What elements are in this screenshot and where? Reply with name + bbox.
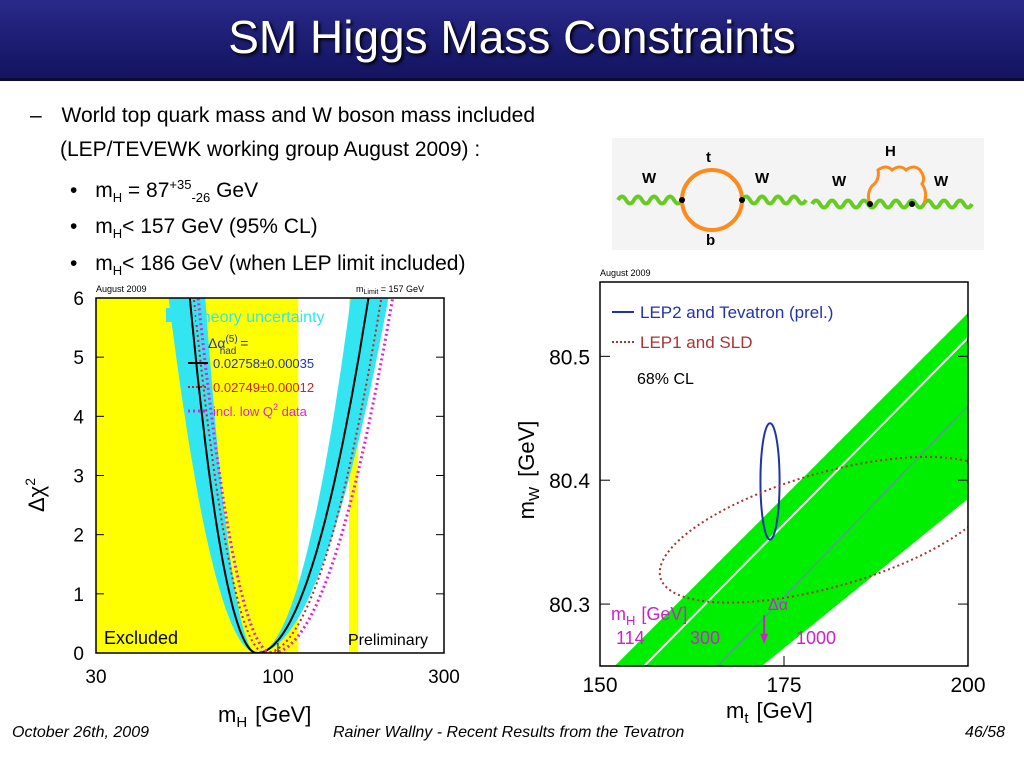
mh-sub: H: [112, 190, 123, 206]
cl-label: 68% CL: [637, 371, 694, 388]
legend-lowq-label: incl. low Q2 data: [213, 402, 308, 419]
excluded-label: Excluded: [104, 628, 178, 648]
mh-unit: GeV: [210, 179, 259, 202]
legend-lep1-label: LEP1 and SLD: [640, 333, 752, 352]
mh-lep-text: < 186 GeV (when LEP limit included): [122, 252, 466, 275]
dash-line: – World top quark mass and W boson mass …: [30, 104, 535, 128]
delta-alpha-label: Δα: [768, 597, 788, 614]
w-label-2: W: [755, 170, 770, 187]
indirect-measurement-ellipse: [658, 455, 968, 604]
w-label-3: W: [832, 173, 847, 190]
direct-measurement-ellipse: [759, 422, 781, 541]
y-tick-label: 6: [73, 289, 84, 310]
x-tick-label: 30: [85, 667, 106, 688]
series-curve-1: [188, 298, 370, 653]
corner-label: August 2009: [600, 268, 651, 278]
y-tick-label: 80.3: [549, 594, 590, 617]
diagram-background: [612, 138, 984, 250]
x-tick-label: 150: [582, 674, 617, 697]
mh-sub: H: [112, 263, 123, 279]
preliminary-label: Preliminary: [348, 632, 428, 649]
mh-sub2: -26: [191, 190, 211, 206]
y-tick-label: 1: [73, 585, 84, 606]
blueband-chart: 0 1 2 3 4 5 6 30 100 300 August 2009 mLimit = 157…: [22, 284, 460, 730]
x-tick-label: 300: [428, 667, 460, 688]
bullet-mh-limit: • mH< 157 GeV (95% CL): [70, 215, 318, 241]
dash-marker: –: [30, 104, 42, 127]
title-bar: SM Higgs Mass Constraints: [0, 0, 1024, 81]
footer-title: Rainer Wallny - Recent Results from the …: [333, 724, 685, 741]
mh-symbol: m: [95, 215, 113, 238]
mh-value-1000: 1000: [796, 628, 836, 648]
mh-sup: +35: [169, 177, 192, 192]
w-line-left-2: [740, 194, 808, 206]
w-label-1: W: [642, 170, 657, 187]
x-tick-label: 175: [766, 674, 801, 697]
x-tick-label: 200: [950, 674, 985, 697]
vertex: [739, 197, 745, 203]
b-label: b: [706, 232, 715, 249]
mw-mt-chart: 80.3 80.4 80.5 150 175 200 August 2009 LEP2 a…: [514, 268, 986, 727]
vertex: [867, 201, 873, 207]
legend-solid-label: 0.02758±0.00035: [213, 356, 314, 371]
x-axis-label: mt [GeV]: [726, 698, 813, 727]
y-tick-label: 80.4: [549, 470, 590, 493]
x-tick-label: 100: [262, 667, 294, 688]
corner-label: August 2009: [96, 284, 147, 294]
delta-alpha-arrowhead: [760, 633, 769, 644]
y-tick-label: 5: [73, 348, 84, 369]
bullet-line-2: (LEP/TEVEWK working group August 2009) :: [60, 138, 481, 161]
legend-band-swatch: [166, 308, 186, 322]
mh-sub: H: [112, 226, 123, 242]
mh-limit-text: < 157 GeV (95% CL): [122, 215, 318, 238]
bullet-mh-lep-limit: • mH< 186 GeV (when LEP limit included): [70, 252, 465, 278]
bullet-marker: •: [70, 252, 78, 275]
y-tick-label: 2: [73, 526, 84, 547]
mh-label: mH [GeV]: [611, 604, 687, 628]
mh-300-line: [717, 405, 968, 666]
y-tick-label: 3: [73, 467, 84, 488]
bullet-marker: •: [70, 215, 78, 238]
footer-page-number: 46/58: [965, 724, 1006, 741]
vertex: [909, 201, 915, 207]
legend-band-label: Theory uncertainty: [192, 309, 325, 326]
mh-symbol: m: [95, 252, 113, 275]
mh-value-300: 300: [690, 628, 720, 648]
excluded-region: [348, 298, 359, 653]
legend-lep2-label: LEP2 and Tevatron (prel.): [640, 303, 833, 322]
limit-label: mLimit = 157 GeV: [356, 284, 424, 296]
x-axis-label: mH [GeV]: [218, 702, 311, 730]
legend-dotted-label: 0.02749±0.00012: [213, 380, 314, 395]
mh-value-114: 114: [616, 628, 645, 648]
y-tick-label: 0: [73, 644, 84, 665]
feynman-diagrams: W W t b W W H: [612, 138, 984, 250]
y-axis-label: Δχ2: [22, 478, 49, 512]
w-label-4: W: [934, 173, 949, 190]
w-line-right-1: [810, 198, 974, 210]
mh-symbol: m: [95, 179, 113, 202]
legend-alpha-head: Δα(5) had =: [208, 334, 248, 357]
mh-eq: = 87: [122, 179, 170, 202]
footer-date: October 26th, 2009: [12, 724, 149, 741]
y-axis-label: mW[GeV]: [514, 421, 543, 520]
mh-114-line: [643, 337, 968, 666]
bullet-mh-value: • mH = 87+35-26 GeV: [70, 177, 258, 205]
t-label: t: [706, 149, 711, 166]
y-tick-label: 4: [73, 407, 84, 428]
bullet-marker: •: [70, 179, 78, 202]
w-line-left-1: [616, 194, 684, 206]
y-tick-label: 80.5: [549, 346, 590, 369]
vertex: [679, 197, 685, 203]
h-label: H: [885, 143, 896, 160]
bullet-line-1: World top quark mass and W boson mass in…: [61, 104, 536, 127]
higgs-loop: [866, 165, 928, 205]
slide-title: SM Higgs Mass Constraints: [228, 11, 796, 63]
